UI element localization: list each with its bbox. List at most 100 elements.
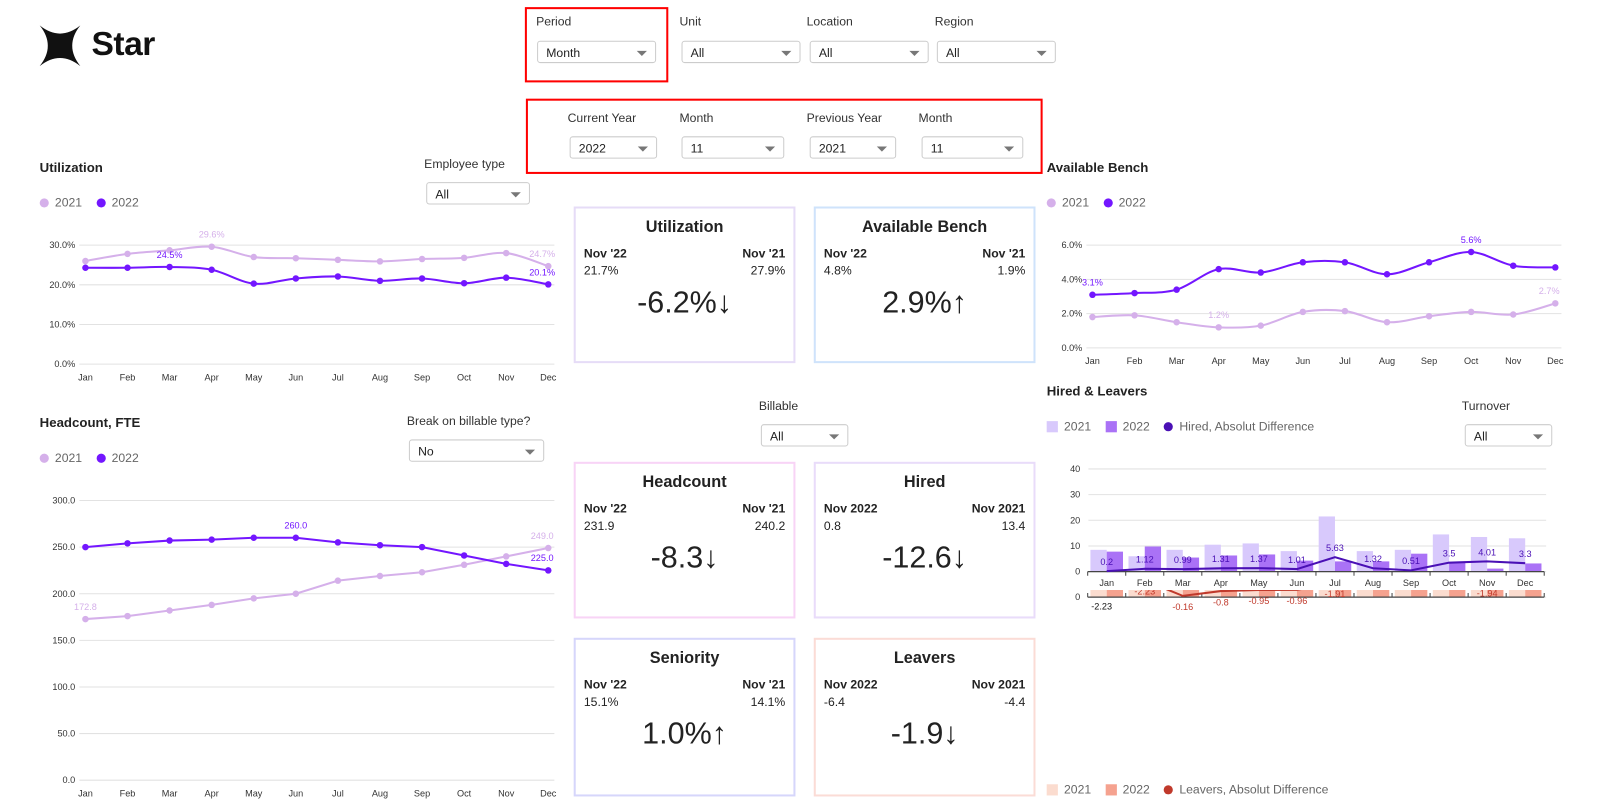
legend-item-2021[interactable]: 2021 xyxy=(1046,419,1091,433)
data-point xyxy=(460,279,468,287)
x-tick-label: Jul xyxy=(332,372,344,382)
bar-2021 xyxy=(1204,589,1221,598)
previous-month-value: 11 xyxy=(930,141,944,156)
data-point xyxy=(1509,262,1517,269)
legend-dot xyxy=(39,453,49,463)
data-point xyxy=(1215,265,1222,273)
current-month-value: 11 xyxy=(690,141,704,156)
legend-dot xyxy=(96,453,106,463)
y-tick-label: 250.0 xyxy=(52,542,75,552)
billable-label: Billable xyxy=(758,398,799,413)
annotation-label: -2.23 xyxy=(1091,601,1112,611)
x-tick-label: Oct xyxy=(1464,356,1479,366)
region-select[interactable]: All xyxy=(936,40,1056,64)
series-line-difference xyxy=(1106,556,1526,573)
card-current-label: Nov '22 xyxy=(583,246,627,261)
card-delta: -12.6↓ xyxy=(882,541,968,575)
bar-2021 xyxy=(1280,589,1297,598)
bar-2021 xyxy=(1432,589,1450,598)
x-tick-label: Jun xyxy=(1290,578,1305,588)
x-tick-label: Nov xyxy=(1479,578,1496,588)
data-point xyxy=(166,537,173,544)
x-tick-label: Aug xyxy=(372,788,388,798)
legend-label: 2022 xyxy=(111,450,139,465)
current-month-select[interactable]: 11 xyxy=(681,136,785,159)
bar-2022 xyxy=(1144,546,1162,572)
bar-2021 xyxy=(1128,556,1145,572)
legend-dot xyxy=(1046,197,1056,208)
data-point xyxy=(334,539,342,546)
y-tick-label: 4.0% xyxy=(1061,274,1082,284)
legend-item-2022[interactable]: 2022 xyxy=(96,450,139,465)
bar-2022 xyxy=(1182,589,1200,598)
billable-select[interactable]: All xyxy=(760,424,849,447)
previous-month-label: Month xyxy=(918,110,953,126)
data-label: 0.2 xyxy=(1100,557,1113,567)
unit-select[interactable]: All xyxy=(681,40,801,64)
bar-2021 xyxy=(1280,551,1297,572)
y-tick-label: 300.0 xyxy=(52,496,75,506)
previous-month-select[interactable]: 11 xyxy=(921,136,1024,159)
x-tick-label: Jan xyxy=(1085,356,1100,366)
current-year-select[interactable]: 2022 xyxy=(569,136,658,159)
brand-logo: Star xyxy=(39,24,171,69)
data-point xyxy=(208,266,215,273)
billable-type-label: Break on billable type? xyxy=(406,414,531,429)
bar-2022 xyxy=(1334,589,1352,598)
billable-type-select[interactable]: No xyxy=(408,439,545,462)
chevron-down-icon xyxy=(1036,50,1047,56)
x-tick-label: Mar xyxy=(1169,356,1185,366)
legend-item-2021[interactable]: 2021 xyxy=(1046,782,1092,797)
legend-item-2022[interactable]: 2022 xyxy=(1105,782,1150,796)
legend-item-2021[interactable]: 2021 xyxy=(39,195,82,210)
legend-item-2022[interactable]: 2022 xyxy=(96,195,139,210)
previous-year-select[interactable]: 2021 xyxy=(809,136,897,159)
y-tick-label: 30.0% xyxy=(49,240,75,250)
bar-2021 xyxy=(1470,589,1488,598)
y-tick-label: 0.0% xyxy=(1061,343,1082,353)
bar-2022 xyxy=(1144,589,1162,598)
data-point xyxy=(82,543,89,551)
card-current-value: 4.8% xyxy=(823,263,852,278)
y-tick-label: 6.0% xyxy=(1061,240,1082,250)
x-tick-label: Jan xyxy=(1099,578,1114,588)
legend-dot xyxy=(96,197,106,208)
comparison-highlight-box xyxy=(525,98,1043,174)
card-previous-value: 13.4 xyxy=(1001,518,1026,534)
legend-item-2021[interactable]: 2021 xyxy=(39,451,82,465)
data-point xyxy=(1299,259,1307,266)
legend-item-hired-diff[interactable]: Hired, Absolut Difference xyxy=(1164,419,1314,433)
legend-item-2022[interactable]: 2022 xyxy=(1103,195,1146,210)
series-line-2022 xyxy=(1092,250,1556,296)
bar-2021 xyxy=(1470,536,1488,572)
data-point xyxy=(1089,291,1096,299)
chevron-down-icon xyxy=(637,146,648,152)
x-tick-label: Feb xyxy=(120,372,136,382)
data-point xyxy=(1089,313,1096,321)
card-title: Headcount xyxy=(642,474,727,492)
legend-dot xyxy=(1164,421,1174,431)
x-tick-label: Dec xyxy=(540,788,557,798)
kpi-card-utilization: Utilization Nov '22 21.7% Nov '21 27.9% … xyxy=(573,206,796,364)
period-select[interactable]: Month xyxy=(537,40,657,64)
legend-swatch xyxy=(1046,783,1058,795)
legend-item-2021[interactable]: 2021 xyxy=(1046,195,1089,210)
turnover-select[interactable]: All xyxy=(1464,424,1553,447)
hired-legend: 2021 2022 Hired, Absolut Difference xyxy=(1046,419,1314,433)
bar-2022 xyxy=(1373,589,1390,598)
chevron-down-icon xyxy=(636,50,647,56)
kpi-card-available-bench: Available Bench Nov '22 4.8% Nov '21 1.9… xyxy=(813,206,1036,364)
data-point xyxy=(376,277,384,285)
annotation-bg xyxy=(1088,600,1115,613)
x-tick-label: Apr xyxy=(205,788,219,798)
employee-type-select[interactable]: All xyxy=(426,182,530,205)
legend-item-leavers-diff[interactable]: Leavers, Absolut Difference xyxy=(1164,782,1328,796)
chevron-down-icon xyxy=(909,50,920,56)
legend-item-2022[interactable]: 2022 xyxy=(1105,419,1150,433)
data-label: 24.5% xyxy=(157,250,183,260)
legend-label: 2021 xyxy=(1063,782,1092,797)
card-current-label: Nov '22 xyxy=(823,246,867,261)
data-label: 260.0 xyxy=(284,521,307,531)
card-previous-value: 14.1% xyxy=(750,694,786,709)
location-select[interactable]: All xyxy=(809,40,929,64)
